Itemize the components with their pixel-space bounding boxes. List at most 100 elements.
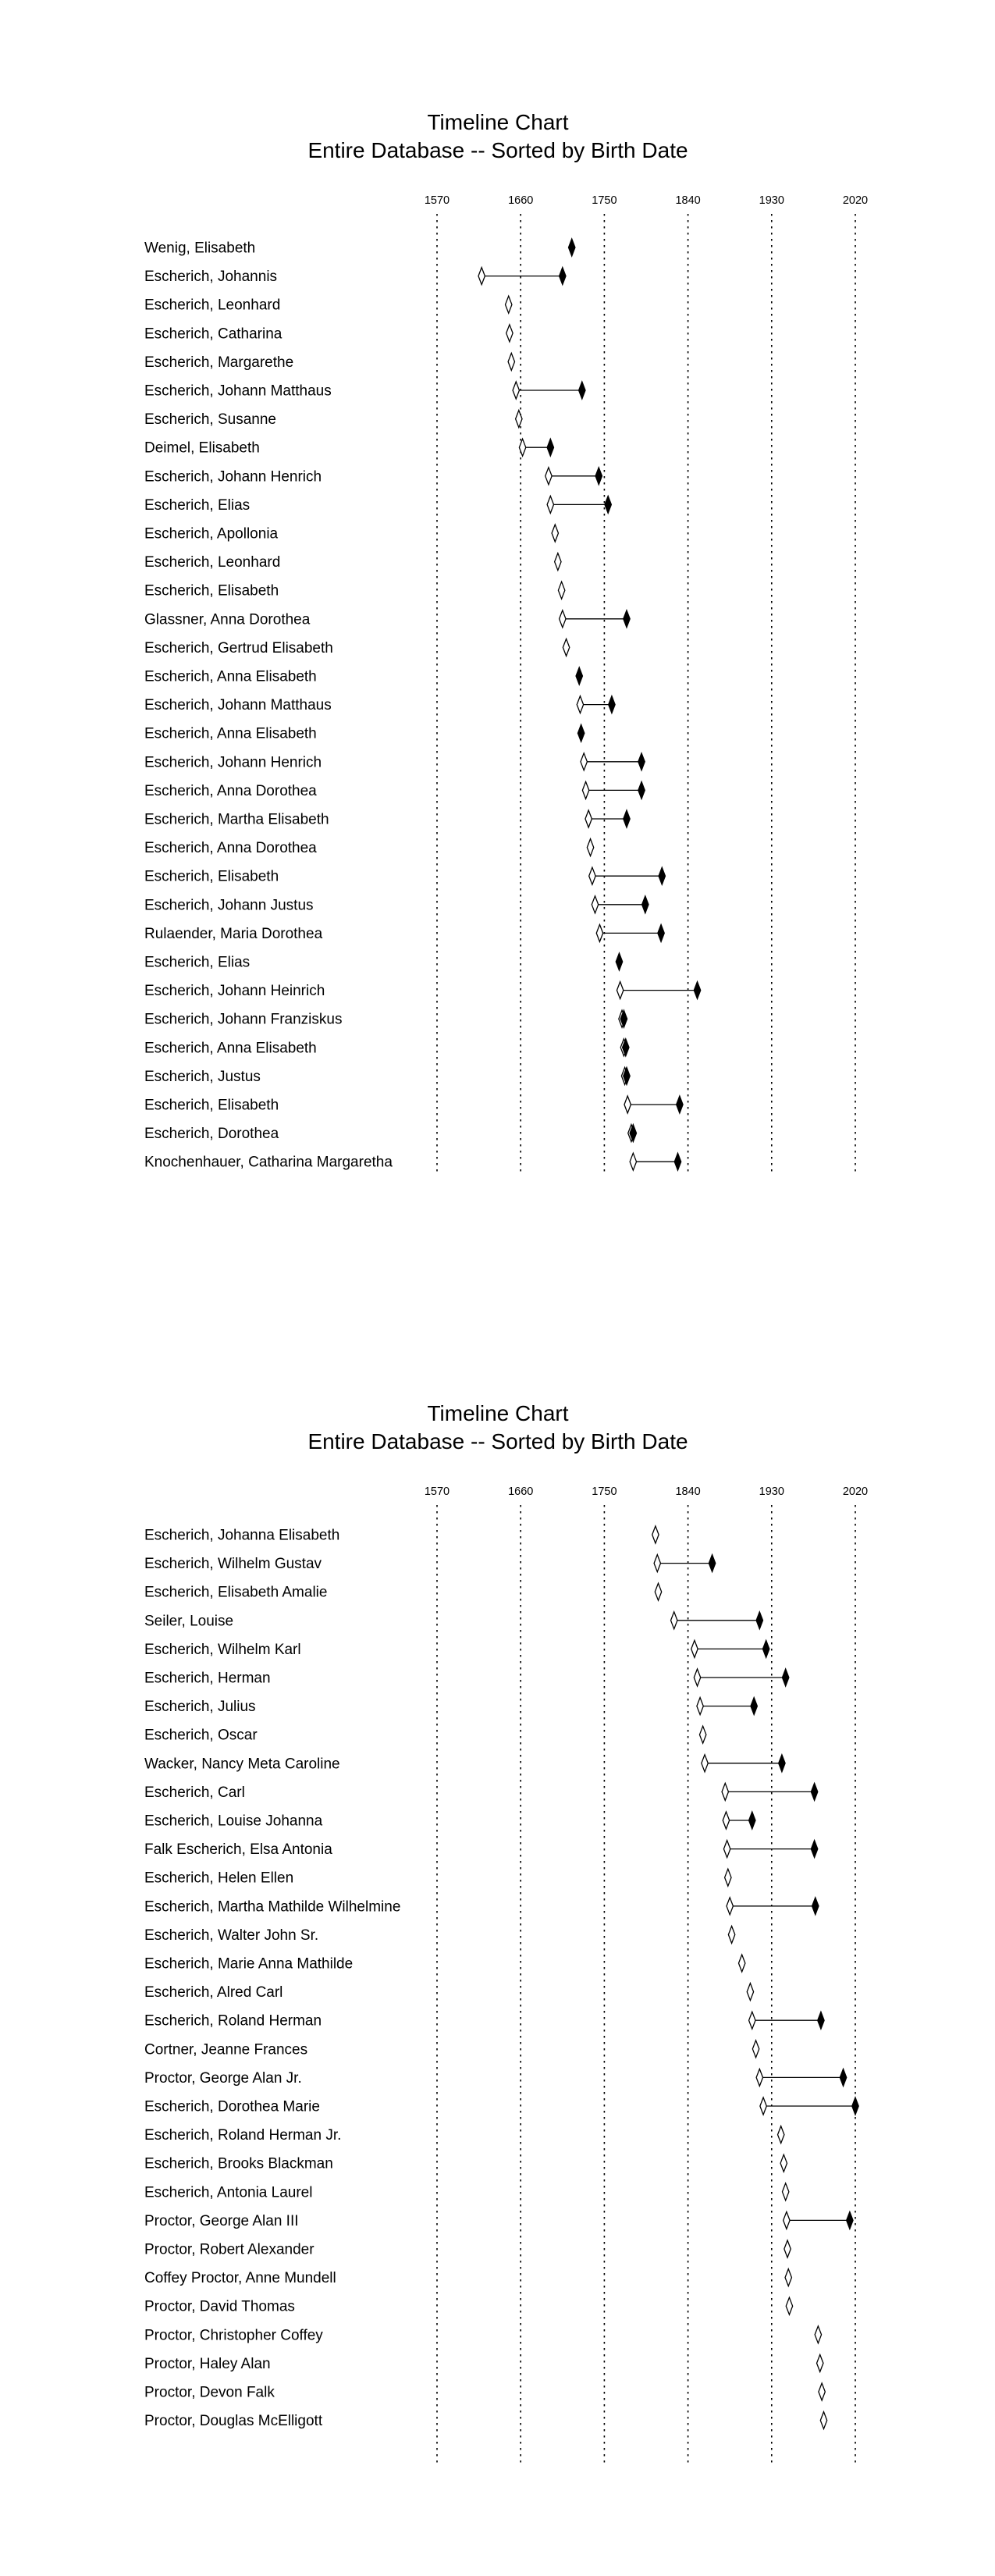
- timeline-row: Escherich, Dorothea: [144, 1123, 638, 1144]
- timeline-row: Escherich, Margarethe: [144, 351, 516, 372]
- person-name: Cortner, Jeanne Frances: [144, 2041, 307, 2058]
- timeline-row: Proctor, Douglas McElligott: [144, 2410, 828, 2431]
- death-marker: [673, 1151, 682, 1172]
- birth-marker: [478, 265, 486, 286]
- timeline-row: Rulaender, Maria Dorothea: [144, 923, 665, 944]
- death-marker: [810, 1781, 819, 1802]
- person-name: Proctor, Robert Alexander: [144, 2242, 314, 2258]
- timeline-row: Escherich, Johann Heinrich: [144, 980, 702, 1001]
- person-name: Glassner, Anna Dorothea: [144, 611, 311, 628]
- tick-label-2020: 2020: [843, 1485, 868, 1498]
- death-marker: [604, 494, 613, 515]
- tick-label-1660: 1660: [508, 194, 533, 207]
- birth-marker: [723, 1867, 732, 1888]
- person-name: Proctor, Christopher Coffey: [144, 2327, 323, 2343]
- person-name: Escherich, Johann Franziskus: [144, 1012, 342, 1028]
- birth-marker: [518, 437, 527, 458]
- timeline-row: Escherich, Anna Dorothea: [144, 780, 645, 801]
- timeline-row: Escherich, Anna Elisabeth: [144, 723, 585, 744]
- tick-label-1930: 1930: [759, 1485, 784, 1498]
- person-name: Escherich, Elias: [144, 497, 250, 514]
- timeline-chart-2: Timeline Chart Entire Database -- Sorted …: [144, 1401, 868, 2466]
- death-marker: [623, 608, 631, 629]
- timeline-chart-1: Timeline Chart Entire Database -- Sorted …: [144, 110, 868, 1175]
- person-name: Escherich, Elisabeth: [144, 583, 279, 600]
- timeline-row: Proctor, Haley Alan: [144, 2353, 824, 2374]
- death-marker: [608, 694, 616, 715]
- timeline-row: Escherich, Johann Henrich: [144, 751, 645, 772]
- timeline-row: Escherich, Marie Anna Mathilde: [144, 1953, 746, 1973]
- timeline-row: Escherich, Helen Ellen: [144, 1867, 732, 1888]
- timeline-row: Escherich, Elias: [144, 494, 613, 515]
- timeline-row: Escherich, Elisabeth: [144, 580, 566, 601]
- person-name: Escherich, Antonia Laurel: [144, 2184, 312, 2201]
- birth-marker: [776, 2124, 785, 2145]
- timeline-row: Wenig, Elisabeth: [144, 237, 576, 258]
- chart-subtitle: Entire Database -- Sorted by Birth Date: [307, 1429, 688, 1453]
- timeline-row: Escherich, Wilhelm Karl: [144, 1638, 770, 1660]
- timeline-row: Escherich, Johann Franziskus: [144, 1009, 628, 1030]
- death-marker: [817, 2010, 825, 2031]
- timeline-row: Knochenhauer, Catharina Margaretha: [144, 1151, 682, 1172]
- birth-marker: [819, 2410, 828, 2431]
- person-name: Proctor, David Thomas: [144, 2299, 295, 2315]
- person-name: Escherich, Martha Elisabeth: [144, 812, 329, 828]
- timeline-row: Escherich, Elisabeth Amalie: [144, 1582, 663, 1603]
- birth-marker: [507, 351, 516, 372]
- person-name: Escherich, Margarethe: [144, 354, 293, 371]
- birth-marker: [782, 2210, 791, 2231]
- person-name: Escherich, Anna Elisabeth: [144, 726, 317, 742]
- timeline-row: Cortner, Jeanne Frances: [144, 2038, 760, 2059]
- person-name: Escherich, Anna Dorothea: [144, 783, 317, 799]
- timeline-row: Escherich, Oscar: [144, 1724, 707, 1745]
- tick-label-1570: 1570: [425, 1485, 450, 1498]
- person-name: Escherich, Oscar: [144, 1727, 258, 1744]
- birth-marker: [816, 2353, 824, 2374]
- timeline-row: Escherich, Anna Elisabeth: [144, 666, 584, 686]
- birth-marker: [781, 2181, 790, 2202]
- person-name: Escherich, Wilhelm Karl: [144, 1642, 301, 1658]
- timeline-row: Escherich, Brooks Blackman: [144, 2153, 788, 2174]
- timeline-row: Proctor, George Alan Jr.: [144, 2067, 848, 2088]
- timeline-row: Falk Escherich, Elsa Antonia: [144, 1838, 819, 1859]
- death-marker: [620, 1009, 628, 1030]
- person-name: Wacker, Nancy Meta Caroline: [144, 1756, 340, 1772]
- birth-marker: [624, 1094, 632, 1115]
- birth-marker: [785, 2296, 794, 2317]
- person-name: Escherich, Dorothea Marie: [144, 2099, 320, 2115]
- person-name: Escherich, Elias: [144, 955, 250, 971]
- death-marker: [595, 465, 603, 486]
- death-marker: [781, 1667, 790, 1688]
- timeline-row: Escherich, Elias: [144, 952, 624, 972]
- person-name: Coffey Proctor, Anne Mundell: [144, 2270, 336, 2286]
- birth-marker: [814, 2324, 823, 2345]
- birth-marker: [696, 1695, 704, 1717]
- timeline-row: Escherich, Anna Elisabeth: [144, 1037, 630, 1058]
- death-marker: [638, 780, 645, 801]
- person-name: Escherich, Brooks Blackman: [144, 2156, 333, 2172]
- birth-marker: [670, 1610, 678, 1631]
- death-marker: [778, 1752, 786, 1774]
- timeline-row: Escherich, Catharina: [144, 322, 513, 343]
- tick-label-2020: 2020: [843, 194, 868, 207]
- person-name: Rulaender, Maria Dorothea: [144, 926, 323, 942]
- birth-marker: [759, 2096, 767, 2116]
- birth-marker: [504, 294, 513, 315]
- person-name: Escherich, Carl: [144, 1784, 245, 1801]
- death-marker: [657, 923, 665, 944]
- timeline-row: Glassner, Anna Dorothea: [144, 608, 631, 629]
- timeline-row: Escherich, Wilhelm Gustav: [144, 1553, 716, 1574]
- death-marker: [755, 1610, 764, 1631]
- timeline-row: Escherich, Johannis: [144, 265, 567, 286]
- birth-marker: [588, 866, 596, 887]
- birth-marker: [698, 1724, 707, 1745]
- death-marker: [577, 723, 585, 744]
- timeline-row: Escherich, Johann Matthaus: [144, 694, 616, 715]
- person-name: Escherich, Johannis: [144, 269, 277, 285]
- timeline-row: Escherich, Johann Matthaus: [144, 380, 586, 400]
- person-name: Escherich, Roland Herman: [144, 2013, 322, 2030]
- tick-label-1570: 1570: [425, 194, 450, 207]
- timeline-row: Escherich, Walter John Sr.: [144, 1924, 736, 1945]
- tick-label-1840: 1840: [675, 194, 700, 207]
